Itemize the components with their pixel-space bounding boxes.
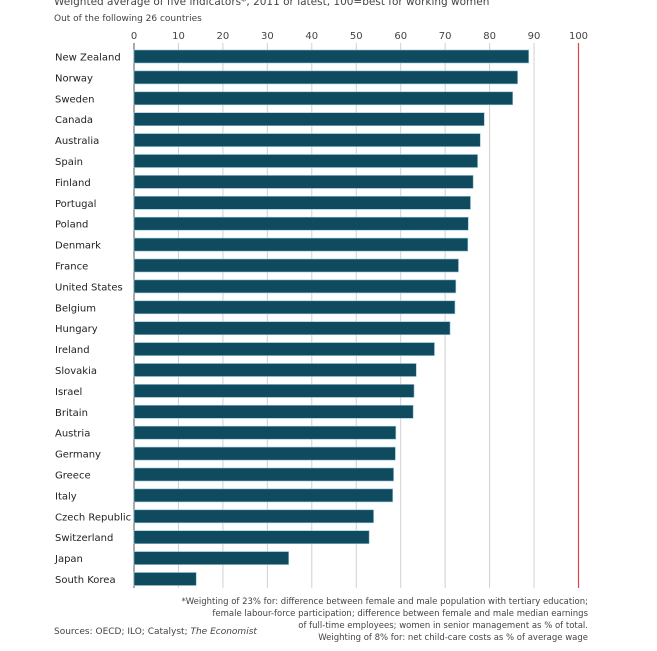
footnote-line: female labour-force participation; diffe… xyxy=(212,609,588,619)
x-tick-label: 50 xyxy=(350,31,363,42)
x-tick-label: 20 xyxy=(217,31,230,42)
category-label: New Zealand xyxy=(55,53,121,64)
x-tick-label: 10 xyxy=(172,31,185,42)
category-label: Austria xyxy=(55,429,90,440)
bar xyxy=(133,425,397,440)
category-label: Slovakia xyxy=(55,366,97,377)
bar xyxy=(133,70,518,85)
sources-publication: The Economist xyxy=(190,627,257,637)
category-label: Spain xyxy=(55,157,83,168)
bars xyxy=(133,49,530,586)
bar xyxy=(133,258,459,273)
bar xyxy=(133,237,469,252)
category-labels: New Zealand Norway Sweden Canada Australia Sp… xyxy=(54,53,131,587)
x-tick-label: 0 xyxy=(131,31,137,42)
bar xyxy=(133,216,469,231)
x-tick-label: 100 xyxy=(569,31,588,42)
category-label: United States xyxy=(55,282,123,293)
chart-note: Out of the following 26 countries xyxy=(54,14,202,24)
chart-subtitle: Weighted average of five indicators*, 20… xyxy=(54,0,490,8)
bar xyxy=(133,112,485,126)
bar xyxy=(133,342,435,356)
x-tick-label: 60 xyxy=(394,31,407,42)
bar xyxy=(133,91,514,106)
bar xyxy=(133,572,197,586)
bar xyxy=(133,49,530,64)
bar xyxy=(133,279,457,294)
footnote-line: *Weighting of 23% for: difference betwee… xyxy=(181,597,588,607)
footnote-line: of full-time employees; women in senior … xyxy=(298,621,588,631)
category-label: Japan xyxy=(54,554,83,565)
bar xyxy=(133,488,393,503)
bar xyxy=(133,175,474,189)
bar xyxy=(133,133,481,147)
bar xyxy=(133,530,370,545)
category-label: Switzerland xyxy=(55,533,113,544)
x-tick-label: 40 xyxy=(305,31,318,42)
category-label: Sweden xyxy=(55,94,95,105)
category-label: Poland xyxy=(55,220,88,231)
category-label: Hungary xyxy=(55,324,98,335)
footnote-line: Weighting of 8% for: net child-care cost… xyxy=(318,633,588,643)
category-label: Finland xyxy=(55,178,91,189)
category-label: Portugal xyxy=(55,199,96,210)
category-label: Greece xyxy=(55,471,91,482)
category-label: Czech Republic xyxy=(55,512,131,523)
bar xyxy=(133,509,374,524)
sources-text: Sources: OECD; ILO; Catalyst; xyxy=(54,627,191,637)
category-label: Germany xyxy=(55,450,101,461)
bar-chart: 0 10 20 30 40 50 60 70 80 90 100 New Zealand Norway… xyxy=(54,31,588,588)
bar xyxy=(133,363,417,377)
bar xyxy=(133,404,414,419)
category-label: France xyxy=(55,262,88,273)
category-label: Norway xyxy=(55,73,93,84)
category-label: Australia xyxy=(55,136,99,147)
category-label: Italy xyxy=(55,491,77,502)
category-label: South Korea xyxy=(55,575,116,586)
footnote: *Weighting of 23% for: difference betwee… xyxy=(181,596,588,644)
bar xyxy=(133,551,289,565)
x-tick-label: 70 xyxy=(439,31,452,42)
bar xyxy=(133,467,394,482)
bar xyxy=(133,154,478,168)
category-label: Britain xyxy=(55,408,88,419)
bar xyxy=(133,300,456,315)
bar xyxy=(133,321,451,336)
x-tick-label: 90 xyxy=(528,31,541,42)
x-tick-label: 30 xyxy=(261,31,274,42)
category-label: Ireland xyxy=(55,345,90,356)
category-label: Canada xyxy=(55,115,93,126)
category-label: Israel xyxy=(55,387,82,398)
bar xyxy=(133,196,471,210)
x-axis-ticks: 0 10 20 30 40 50 60 70 80 90 100 xyxy=(131,31,588,42)
category-label: Belgium xyxy=(55,303,96,314)
bar xyxy=(133,446,396,461)
sources: Sources: OECD; ILO; Catalyst; The Econom… xyxy=(54,627,257,637)
bar xyxy=(133,384,415,398)
category-label: Denmark xyxy=(55,241,101,252)
x-tick-label: 80 xyxy=(483,31,496,42)
